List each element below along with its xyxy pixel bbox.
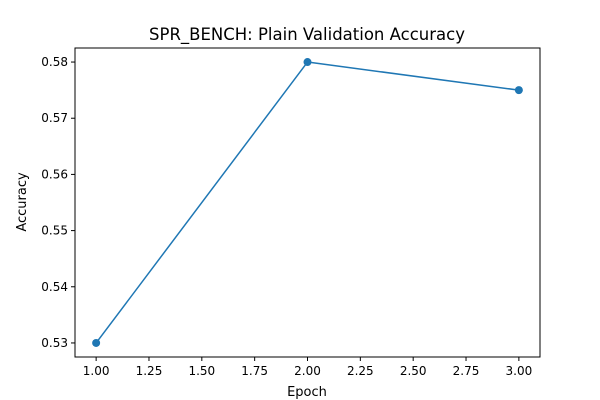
y-axis-label: Accuracy [15, 172, 30, 232]
x-tick-label: 2.50 [400, 364, 427, 378]
y-tick-label: 0.57 [41, 111, 68, 125]
y-tick-label: 0.58 [41, 55, 68, 69]
x-tick-label: 1.50 [188, 364, 215, 378]
x-tick-label: 1.00 [83, 364, 110, 378]
y-tick-label: 0.56 [41, 167, 68, 181]
y-tick-label: 0.55 [41, 224, 68, 238]
series-line [95, 61, 519, 344]
x-axis-label: Epoch [287, 385, 327, 400]
data-point [514, 86, 523, 95]
x-tick-label: 3.00 [506, 364, 533, 378]
y-tick-label: 0.54 [41, 280, 68, 294]
x-tick-label: 1.75 [241, 364, 268, 378]
series-layer [92, 58, 523, 347]
x-tick-label: 2.25 [347, 364, 374, 378]
data-point [303, 58, 312, 67]
x-tick-label: 1.25 [136, 364, 163, 378]
chart-title: SPR_BENCH: Plain Validation Accuracy [149, 25, 465, 45]
data-point [92, 338, 101, 347]
x-tick-label: 2.00 [294, 364, 321, 378]
y-tick-label: 0.53 [41, 336, 68, 350]
x-axis-ticks: 1.00 1.25 1.50 1.75 2.00 2.25 2.50 2.75 3.00 [83, 357, 532, 378]
y-axis-ticks: 0.53 0.54 0.55 0.56 0.57 0.58 [41, 55, 75, 350]
x-tick-label: 2.75 [453, 364, 480, 378]
plot-frame [74, 47, 541, 358]
